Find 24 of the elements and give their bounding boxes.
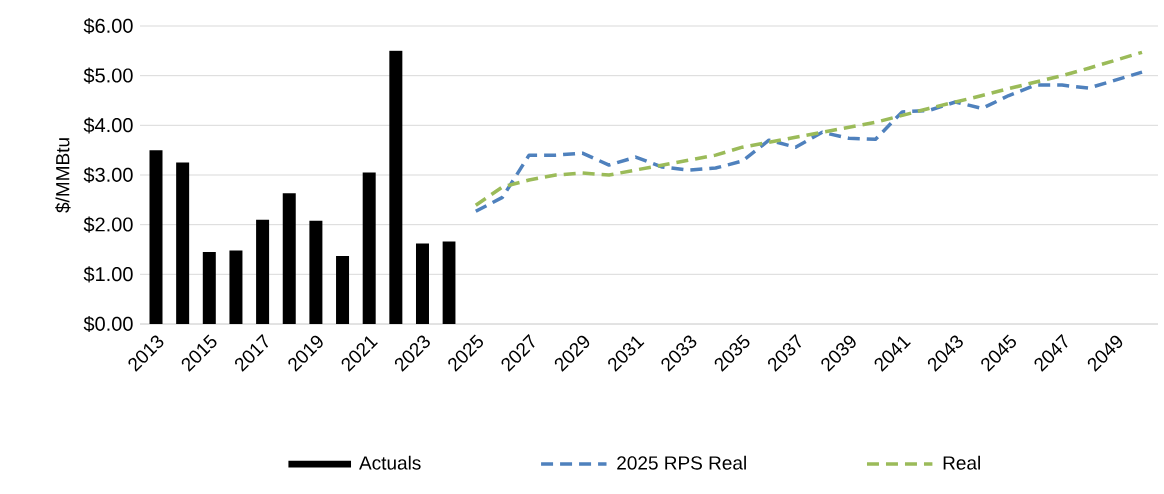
bar [362, 172, 376, 324]
legend-label: Actuals [359, 455, 421, 470]
y-axis-title: $/MMBtu [55, 138, 71, 213]
y-tick-label: $5.00 [83, 67, 133, 84]
legend-label: 2025 RPS Real [617, 455, 746, 470]
y-tick-label: $4.00 [83, 117, 133, 134]
bar [176, 162, 190, 324]
bar [442, 241, 456, 324]
bar [149, 150, 163, 324]
bar [202, 251, 216, 324]
y-tick-label: $0.00 [83, 315, 133, 333]
line-series [474, 70, 1144, 213]
bar [336, 255, 350, 324]
bar [282, 193, 296, 324]
y-tick-label: $2.00 [83, 216, 133, 233]
legend-label: Real [943, 455, 980, 470]
bar [309, 220, 323, 324]
bar [415, 243, 429, 324]
y-tick-label: $6.00 [83, 17, 133, 35]
y-tick-label: $1.00 [83, 266, 133, 283]
bar [256, 219, 270, 324]
y-tick-label: $3.00 [83, 166, 133, 184]
bar [229, 250, 243, 324]
bar [389, 50, 403, 324]
